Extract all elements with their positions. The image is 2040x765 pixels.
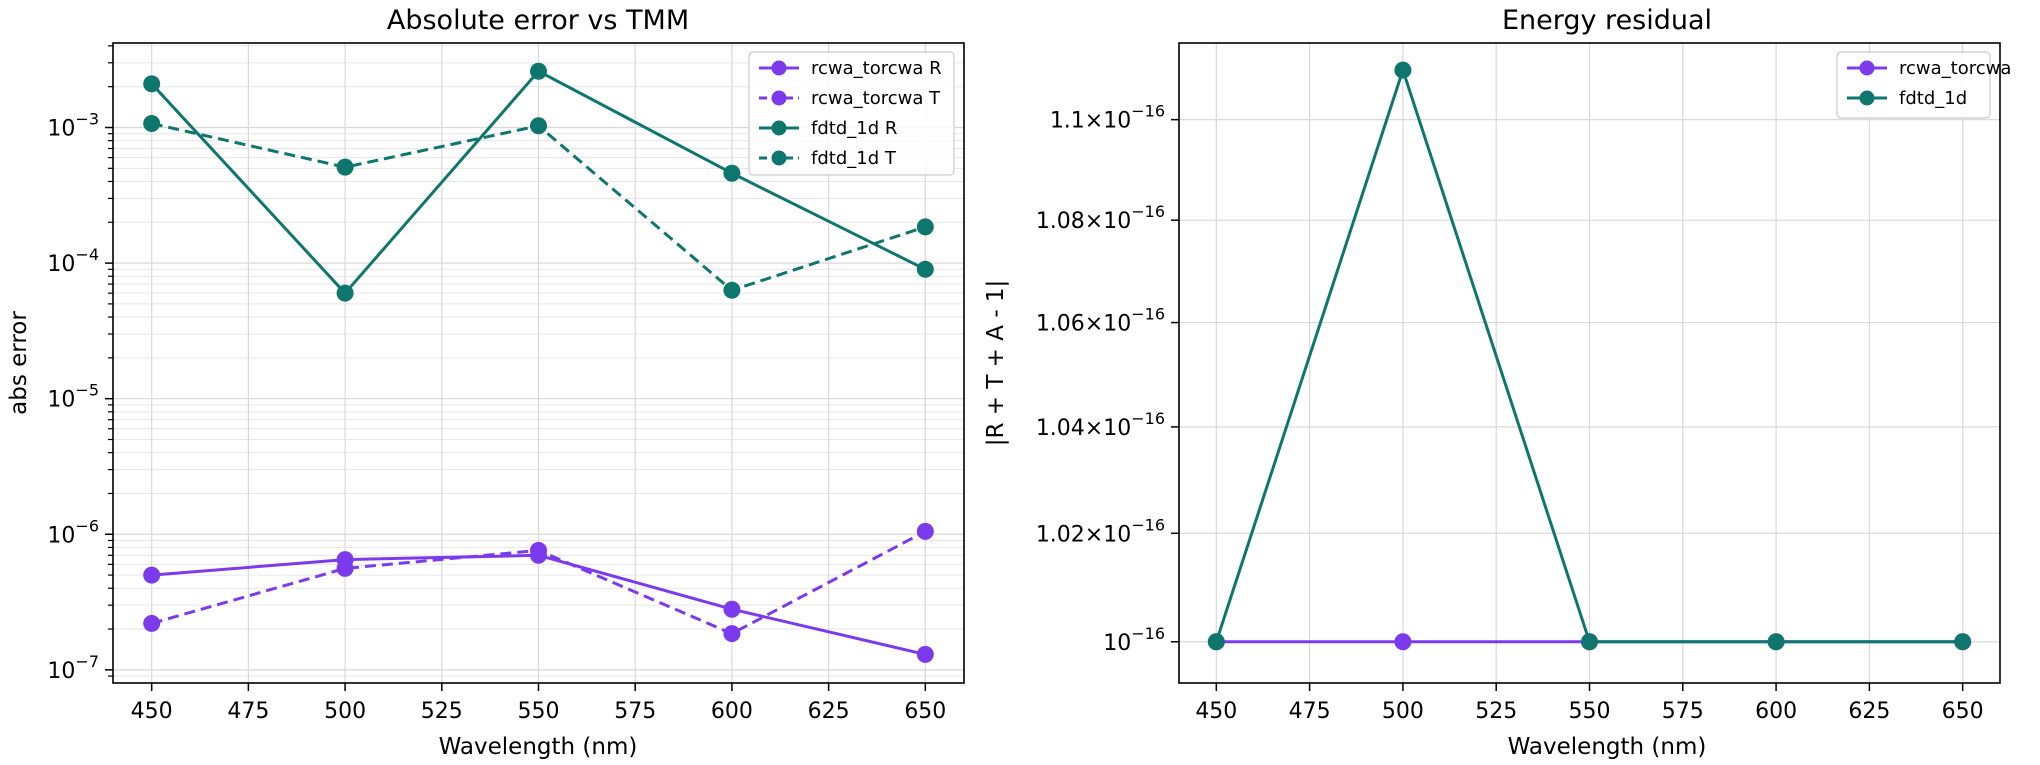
y-tick-label: 1.04×10−16 — [1036, 409, 1165, 441]
left-legend: rcwa_torcwa R rcwa_torcwa T fdtd_1d R fd… — [748, 51, 955, 176]
x-tick-label: 625 — [808, 699, 850, 724]
x-tick-label: 550 — [518, 699, 560, 724]
data-point — [530, 62, 547, 80]
data-point — [723, 164, 741, 182]
right-series-group — [1207, 61, 1972, 651]
y-tick-label: 1.1×10−16 — [1050, 102, 1165, 134]
legend-marker-rcwa — [1859, 60, 1875, 76]
data-point — [916, 218, 934, 236]
left-x-axis-label: Wavelength (nm) — [439, 734, 638, 760]
data-point — [916, 260, 934, 278]
right-x-axis-label: Wavelength (nm) — [1508, 734, 1707, 760]
x-tick-label: 450 — [131, 699, 173, 724]
data-point — [723, 625, 741, 643]
legend-label-rcwa-t: rcwa_torcwa T — [811, 88, 941, 109]
y-tick-label: 10−7 — [47, 652, 99, 684]
left-x-ticks: 450 475 500 525 550 575 600 625 650 — [131, 683, 946, 724]
data-point — [143, 115, 161, 133]
y-tick-label: 10−16 — [1103, 624, 1165, 656]
data-point — [916, 522, 934, 540]
x-tick-label: 600 — [1755, 699, 1797, 724]
y-tick-label: 1.06×10−16 — [1036, 305, 1165, 337]
x-tick-label: 475 — [227, 699, 269, 724]
right-x-ticks: 450 475 500 525 550 575 600 625 650 — [1195, 683, 1984, 724]
x-tick-label: 600 — [711, 699, 753, 724]
data-point — [143, 614, 161, 632]
data-point — [1954, 633, 1972, 651]
data-point — [143, 75, 161, 93]
y-tick-label: 10−4 — [47, 245, 99, 277]
legend-entry: fdtd_1d — [1847, 88, 1967, 109]
legend-entry: rcwa_torcwa — [1847, 58, 2011, 79]
legend-entry: rcwa_torcwa T — [759, 88, 941, 109]
data-point — [723, 281, 741, 299]
x-tick-label: 525 — [1475, 699, 1517, 724]
y-tick-label: 10−3 — [47, 110, 99, 142]
left-series-group — [143, 62, 934, 663]
left-plot-panel: Absolute error vs TMM Wavelength (nm) ab… — [6, 5, 965, 760]
legend-label-rcwa-r: rcwa_torcwa R — [811, 58, 942, 79]
right-y-axis-label: |R + T + A - 1| — [983, 280, 1009, 447]
legend-marker-rcwa-t — [771, 90, 787, 106]
data-point — [1394, 633, 1412, 651]
data-point — [1207, 633, 1225, 651]
data-point — [530, 117, 547, 135]
right-grid — [1179, 43, 2000, 683]
x-tick-label: 625 — [1848, 699, 1890, 724]
data-point — [530, 541, 547, 559]
legend-label-fdtd-r: fdtd_1d R — [811, 118, 897, 139]
data-point — [143, 566, 161, 584]
x-tick-label: 450 — [1195, 699, 1237, 724]
data-point — [916, 645, 934, 663]
x-tick-label: 500 — [1382, 699, 1424, 724]
legend-entry: fdtd_1d R — [759, 118, 897, 139]
legend-entry: fdtd_1d T — [759, 148, 897, 169]
y-tick-label: 1.08×10−16 — [1036, 202, 1165, 234]
legend-label-rcwa: rcwa_torcwa — [1899, 58, 2011, 79]
y-tick-label: 1.02×10−16 — [1036, 515, 1165, 547]
right-plot-title: Energy residual — [1502, 5, 1712, 36]
y-tick-label: 10−6 — [47, 516, 99, 548]
data-point — [723, 600, 741, 618]
data-point — [336, 559, 354, 577]
data-point — [336, 158, 354, 176]
legend-marker-rcwa-r — [771, 60, 787, 76]
data-point — [1394, 61, 1412, 79]
legend-label-fdtd-t: fdtd_1d T — [811, 148, 897, 169]
x-tick-label: 475 — [1289, 699, 1331, 724]
x-tick-label: 575 — [1662, 699, 1704, 724]
x-tick-label: 650 — [904, 699, 946, 724]
legend-label-fdtd: fdtd_1d — [1899, 88, 1967, 109]
x-tick-label: 500 — [324, 699, 366, 724]
data-point — [1581, 633, 1598, 651]
right-legend: rcwa_torcwa fdtd_1d — [1836, 51, 2011, 119]
data-point — [336, 284, 354, 302]
x-tick-label: 650 — [1942, 699, 1984, 724]
left-legend-box — [748, 51, 955, 176]
right-y-ticks: 10−16 1.02×10−16 1.04×10−16 1.06×10−16 1.08×… — [1036, 102, 1179, 656]
x-tick-label: 525 — [421, 699, 463, 724]
y-tick-label: 10−5 — [47, 381, 99, 413]
legend-marker-fdtd — [1859, 90, 1875, 106]
legend-marker-fdtd-r — [771, 120, 787, 136]
left-y-axis-label: abs error — [6, 311, 32, 415]
left-y-ticks: 10−7 10−6 10−5 10−4 10−3 — [47, 45, 113, 684]
legend-entry: rcwa_torcwa R — [759, 58, 942, 79]
x-tick-label: 575 — [614, 699, 656, 724]
x-tick-label: 550 — [1569, 699, 1611, 724]
data-point — [1767, 633, 1785, 651]
right-plot-panel: Energy residual Wavelength (nm) |R + T +… — [983, 5, 2011, 760]
left-plot-title: Absolute error vs TMM — [387, 5, 689, 36]
legend-marker-fdtd-t — [771, 150, 787, 166]
